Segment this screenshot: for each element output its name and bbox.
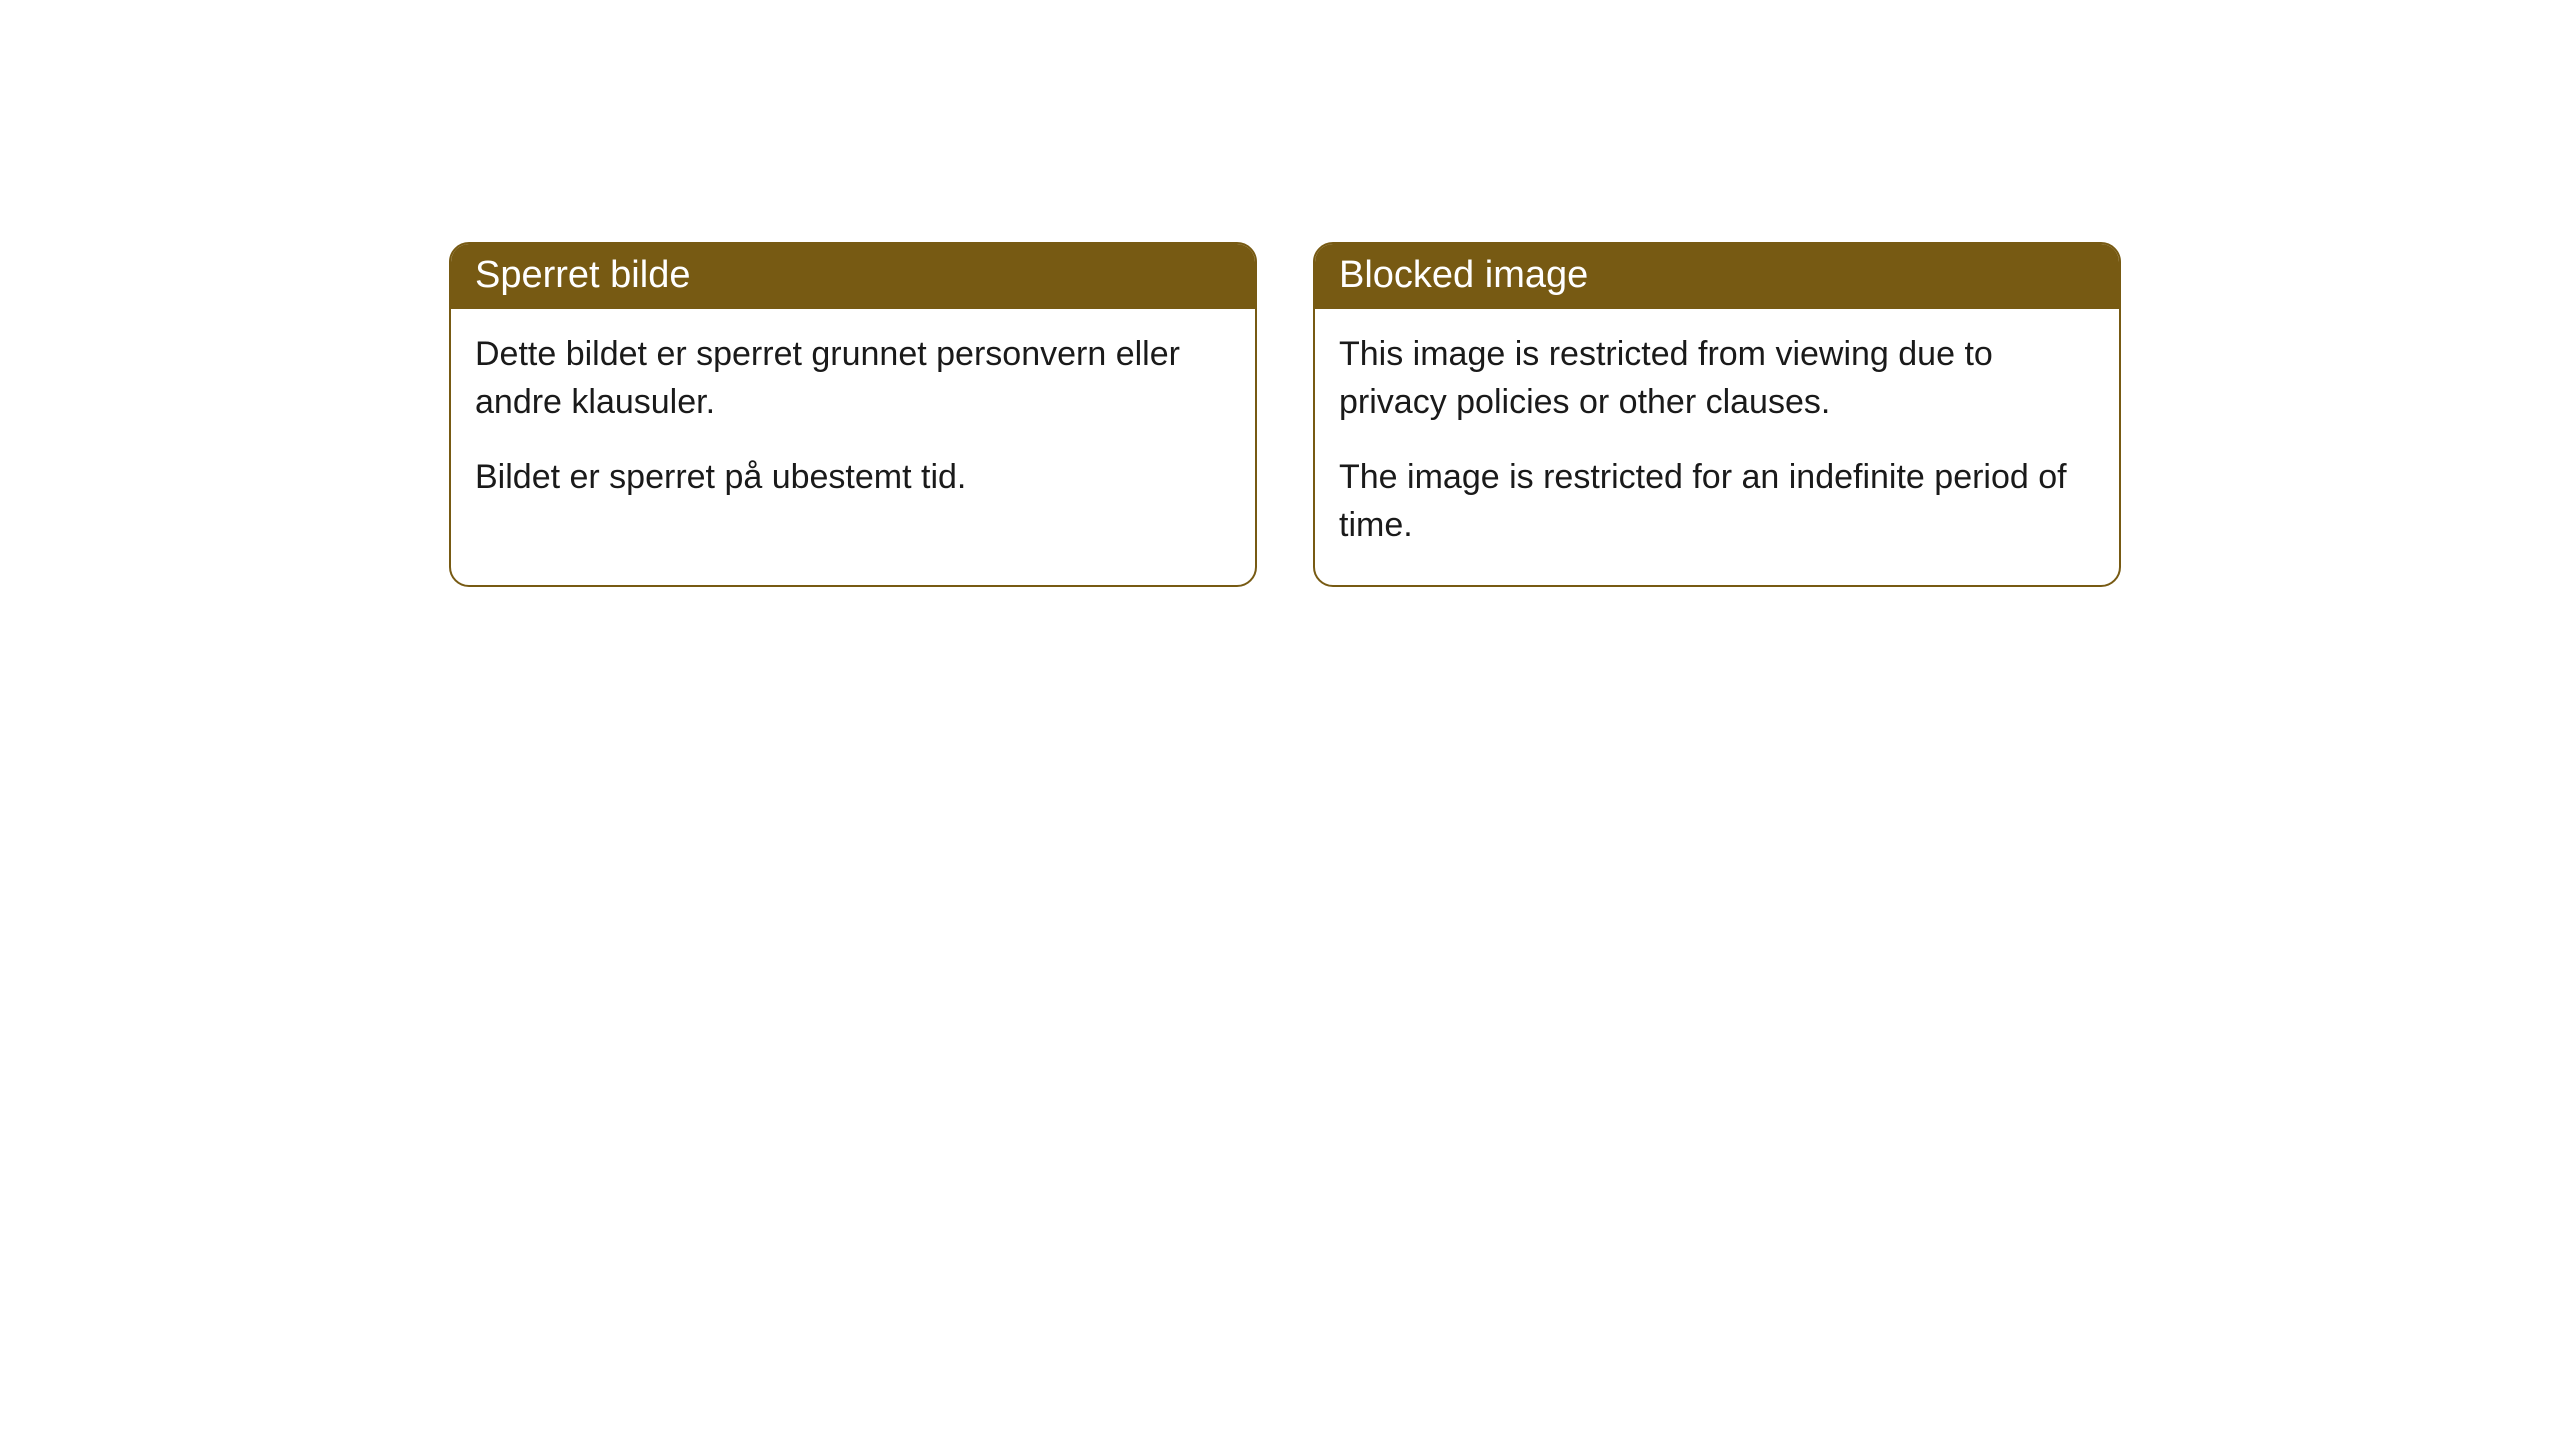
notice-cards-container: Sperret bilde Dette bildet er sperret gr…	[449, 242, 2121, 587]
card-header: Sperret bilde	[451, 244, 1255, 309]
card-paragraph: Bildet er sperret på ubestemt tid.	[475, 454, 1231, 502]
card-body: This image is restricted from viewing du…	[1315, 309, 2119, 585]
card-paragraph: This image is restricted from viewing du…	[1339, 331, 2095, 426]
notice-card-english: Blocked image This image is restricted f…	[1313, 242, 2121, 587]
card-title: Sperret bilde	[475, 254, 690, 296]
card-title: Blocked image	[1339, 254, 1588, 296]
card-header: Blocked image	[1315, 244, 2119, 309]
card-paragraph: The image is restricted for an indefinit…	[1339, 454, 2095, 549]
card-body: Dette bildet er sperret grunnet personve…	[451, 309, 1255, 538]
card-paragraph: Dette bildet er sperret grunnet personve…	[475, 331, 1231, 426]
notice-card-norwegian: Sperret bilde Dette bildet er sperret gr…	[449, 242, 1257, 587]
